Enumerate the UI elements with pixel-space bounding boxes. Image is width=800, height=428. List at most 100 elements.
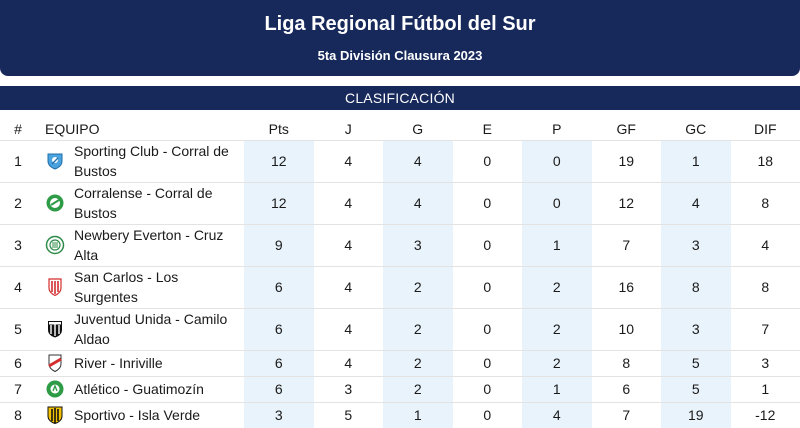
page-header: Liga Regional Fútbol del Sur 5ta Divisió… xyxy=(0,0,800,76)
team-name: Sporting Club - Corral de Bustos xyxy=(74,143,229,179)
cell-position: 6 xyxy=(0,349,36,376)
col-header-drawn: E xyxy=(482,120,492,137)
table-row: 3 Newbery Everton - Cruz Alta 9 4 3 0 1 … xyxy=(0,223,800,266)
cell-points: 9 xyxy=(244,223,314,266)
atletico-crest-icon xyxy=(45,379,65,399)
cell-won: 1 xyxy=(383,401,453,428)
cell-position: 2 xyxy=(0,181,36,224)
cell-lost: 1 xyxy=(522,375,592,402)
sporting-club-crest-icon xyxy=(45,151,65,171)
cell-drawn: 0 xyxy=(452,349,522,376)
cell-goals-against: 8 xyxy=(661,265,731,308)
juventud-unida-crest-icon xyxy=(45,319,65,339)
table-row: 2 Corralense - Corral de Bustos 12 4 4 0… xyxy=(0,181,800,224)
cell-goals-against: 1 xyxy=(661,139,731,182)
col-header-position: # xyxy=(14,120,22,137)
tournament-subtitle: 5ta División Clausura 2023 xyxy=(317,48,483,63)
cell-team: Sportivo - Isla Verde xyxy=(36,401,244,428)
cell-goals-against: 5 xyxy=(661,375,731,402)
cell-position: 8 xyxy=(0,401,36,428)
table-row: 5 Juventud Unida - Camilo Aldao 6 4 2 0 … xyxy=(0,307,800,350)
cell-drawn: 0 xyxy=(452,223,522,266)
cell-goals-for: 10 xyxy=(591,307,661,350)
cell-lost: 2 xyxy=(522,265,592,308)
cell-played: 5 xyxy=(313,401,383,428)
team-name: River - Inriville xyxy=(74,355,163,371)
cell-won: 4 xyxy=(383,181,453,224)
col-header-played: J xyxy=(344,120,352,137)
table-row: 7 Atlético - Guatimozín 6 3 2 0 1 6 5 1 xyxy=(0,375,800,402)
table-header-row: # EQUIPO Pts J G E P GF GC DIF xyxy=(0,118,800,140)
cell-played: 3 xyxy=(313,375,383,402)
standings-table: # EQUIPO Pts J G E P GF GC DIF 1 Sportin… xyxy=(0,118,800,428)
col-header-lost: P xyxy=(552,120,562,137)
cell-points: 6 xyxy=(244,349,314,376)
cell-goal-difference: -12 xyxy=(730,401,800,428)
cell-points: 12 xyxy=(244,181,314,224)
cell-won: 2 xyxy=(383,307,453,350)
cell-goals-for: 19 xyxy=(591,139,661,182)
cell-goals-for: 12 xyxy=(591,181,661,224)
cell-goals-for: 6 xyxy=(591,375,661,402)
cell-team: Newbery Everton - Cruz Alta xyxy=(36,223,244,266)
standings-section-title: CLASIFICACIÓN xyxy=(0,86,800,110)
col-header-team: EQUIPO xyxy=(45,120,100,137)
cell-team: Corralense - Corral de Bustos xyxy=(36,181,244,224)
cell-goals-against: 3 xyxy=(661,223,731,266)
cell-position: 1 xyxy=(0,139,36,182)
cell-goal-difference: 3 xyxy=(730,349,800,376)
team-name: Atlético - Guatimozín xyxy=(74,381,204,397)
col-header-goal-difference: DIF xyxy=(753,120,777,137)
cell-goal-difference: 4 xyxy=(730,223,800,266)
cell-won: 2 xyxy=(383,349,453,376)
table-row: 6 River - Inriville 6 4 2 0 2 8 5 3 xyxy=(0,349,800,376)
cell-team: River - Inriville xyxy=(36,349,244,376)
cell-played: 4 xyxy=(313,307,383,350)
cell-lost: 1 xyxy=(522,223,592,266)
team-name: Sportivo - Isla Verde xyxy=(74,407,201,423)
cell-played: 4 xyxy=(313,139,383,182)
table-row: 1 Sporting Club - Corral de Bustos 12 4 … xyxy=(0,139,800,182)
cell-drawn: 0 xyxy=(452,375,522,402)
table-row: 4 San Carlos - Los Surgentes 6 4 2 0 2 1… xyxy=(0,265,800,308)
cell-goals-against: 3 xyxy=(661,307,731,350)
cell-goals-against: 4 xyxy=(661,181,731,224)
cell-lost: 4 xyxy=(522,401,592,428)
team-name: Newbery Everton - Cruz Alta xyxy=(74,227,224,263)
cell-won: 3 xyxy=(383,223,453,266)
cell-goals-for: 16 xyxy=(591,265,661,308)
cell-goal-difference: 7 xyxy=(730,307,800,350)
corralense-crest-icon xyxy=(45,193,65,213)
col-header-won: G xyxy=(412,120,424,137)
cell-goal-difference: 1 xyxy=(730,375,800,402)
cell-drawn: 0 xyxy=(452,265,522,308)
cell-position: 4 xyxy=(0,265,36,308)
cell-points: 6 xyxy=(244,265,314,308)
cell-drawn: 0 xyxy=(452,181,522,224)
cell-drawn: 0 xyxy=(452,307,522,350)
cell-goal-difference: 18 xyxy=(730,139,800,182)
cell-team: Atlético - Guatimozín xyxy=(36,375,244,402)
cell-position: 3 xyxy=(0,223,36,266)
col-header-goals-for: GF xyxy=(616,120,636,137)
cell-team: San Carlos - Los Surgentes xyxy=(36,265,244,308)
cell-goals-for: 7 xyxy=(591,401,661,428)
team-name: Corralense - Corral de Bustos xyxy=(74,185,213,221)
cell-points: 6 xyxy=(244,375,314,402)
sportivo-crest-icon xyxy=(45,405,65,425)
cell-drawn: 0 xyxy=(452,401,522,428)
cell-won: 2 xyxy=(383,265,453,308)
cell-goals-against: 19 xyxy=(661,401,731,428)
cell-lost: 2 xyxy=(522,307,592,350)
col-header-points: Pts xyxy=(268,120,289,137)
cell-won: 2 xyxy=(383,375,453,402)
team-name: San Carlos - Los Surgentes xyxy=(74,269,179,305)
cell-goals-for: 8 xyxy=(591,349,661,376)
table-row: 8 Sportivo - Isla Verde 3 5 1 0 4 7 19 -… xyxy=(0,401,800,428)
cell-position: 7 xyxy=(0,375,36,402)
san-carlos-crest-icon xyxy=(45,277,65,297)
col-header-goals-against: GC xyxy=(685,120,707,137)
cell-won: 4 xyxy=(383,139,453,182)
cell-lost: 0 xyxy=(522,181,592,224)
league-title: Liga Regional Fútbol del Sur xyxy=(264,13,536,35)
